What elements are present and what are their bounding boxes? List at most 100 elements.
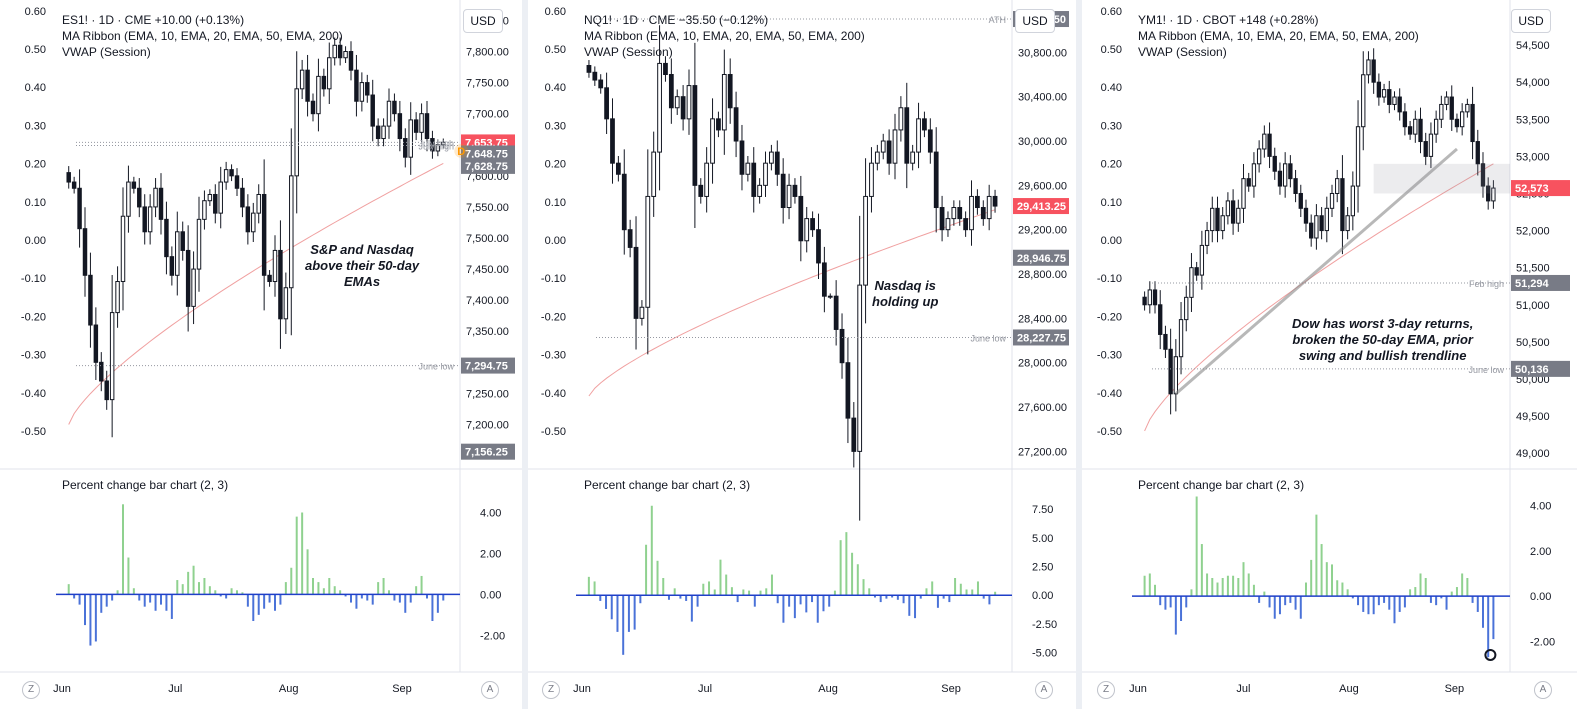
nq-candle <box>627 229 633 248</box>
ym-pct-axis-tick: 4.00 <box>1530 501 1551 513</box>
ym-candle <box>1142 296 1147 306</box>
ym-left-axis-tick: -0.40 <box>1097 388 1122 400</box>
ym-left-axis-tick: 0.30 <box>1101 120 1122 132</box>
nq-left-axis-tick: 0.40 <box>545 82 566 94</box>
es-candle <box>234 175 240 189</box>
nq-candle <box>739 140 745 175</box>
nq-candle <box>727 74 733 109</box>
nq-candle <box>821 262 827 297</box>
ym-ema-line <box>1144 163 1494 432</box>
es-left-axis-tick: 0.40 <box>25 82 46 94</box>
ym-chart-canvas[interactable]: 0.60 0.50 0.40 0.30 0.20 0.10 0.00 -0.10 -0.20 -0… <box>1082 0 1577 709</box>
es-price-tag <box>461 157 515 174</box>
nq-pct-axis-tick: -2.50 <box>1032 619 1057 631</box>
nq-price-tag-label: 28,227.75 <box>1017 332 1066 344</box>
nq-candle <box>710 118 715 164</box>
es-candle <box>142 206 147 233</box>
es-candle <box>126 181 131 217</box>
es-vwap-legend[interactable]: VWAP (Session) <box>62 45 151 59</box>
nq-symbol-legend[interactable]: NQ1! · 1D · CME −35.50 (−0.12%) <box>584 13 769 27</box>
es-candle <box>120 215 126 283</box>
ym-auto-scale-right-button[interactable]: A <box>1534 681 1552 699</box>
nq-auto-scale-left-button[interactable]: Z <box>542 681 560 699</box>
nq-candle <box>951 207 957 220</box>
ym-price-tag <box>1511 360 1570 377</box>
ym-candle <box>1366 59 1371 76</box>
nq-candle <box>586 65 592 73</box>
es-auto-scale-left-button[interactable]: Z <box>22 681 40 699</box>
ym-candle <box>1428 133 1434 157</box>
es-chart-panel[interactable]: 0.60 0.50 0.40 0.30 0.20 0.10 0.00 -0.10 -0.20 -0… <box>0 0 522 709</box>
es-candle <box>256 193 261 214</box>
ym-candle <box>1246 178 1251 187</box>
ym-vwap-legend[interactable]: VWAP (Session) <box>1138 45 1227 59</box>
nq-currency-button[interactable]: USD <box>1015 9 1055 33</box>
ym-left-axis-tick: -0.30 <box>1097 350 1122 362</box>
es-candle <box>223 169 229 183</box>
es-dividend-marker <box>454 143 469 158</box>
es-ma-ribbon-legend[interactable]: MA Ribbon (EMA, 10, EMA, 20, EMA, 50, EM… <box>62 29 343 43</box>
ym-candle <box>1194 267 1199 276</box>
nq-annotation-line-1: Nasdaq is <box>874 278 936 293</box>
nq-candle <box>733 107 739 142</box>
ym-month-label: Sep <box>1445 683 1465 695</box>
es-candle <box>71 181 77 189</box>
nq-candle <box>804 218 810 242</box>
ym-chart-panel[interactable]: 0.60 0.50 0.40 0.30 0.20 0.10 0.00 -0.10 -0.20 -0… <box>1082 0 1577 709</box>
es-chart-canvas[interactable]: 0.60 0.50 0.40 0.30 0.20 0.10 0.00 -0.10 -0.20 -0… <box>0 0 522 709</box>
ym-pct-axis-tick: -2.00 <box>1530 636 1555 648</box>
ym-candle <box>1381 89 1387 98</box>
es-currency-button[interactable]: USD <box>463 9 503 33</box>
es-price-tag <box>461 357 515 374</box>
es-indicator-title[interactable]: Percent change bar chart (2, 3) <box>62 478 229 492</box>
nq-candle <box>863 195 868 286</box>
ym-annotation-line-1: Dow has worst 3-day returns, <box>1292 316 1474 331</box>
nq-month-label: Sep <box>941 683 961 695</box>
es-candle <box>310 100 316 115</box>
es-candle <box>403 138 408 158</box>
ym-left-axis-tick: -0.10 <box>1097 273 1122 285</box>
nq-pct-axis-tick: 2.50 <box>1032 562 1053 574</box>
nq-auto-scale-right-button[interactable]: A <box>1035 681 1053 699</box>
es-candle <box>158 187 164 220</box>
ym-candle <box>1465 103 1470 113</box>
es-candle <box>66 172 71 183</box>
ym-indicator-title[interactable]: Percent change bar chart (2, 3) <box>1138 478 1305 492</box>
es-candle <box>441 141 446 146</box>
ym-price-tag-label: 51,294 <box>1515 278 1550 290</box>
nq-indicator-title[interactable]: Percent change bar chart (2, 3) <box>584 478 751 492</box>
ym-candle <box>1173 356 1179 395</box>
es-symbol-legend[interactable]: ES1! · 1D · CME +10.00 (+0.13%) <box>62 13 245 27</box>
nq-candle <box>716 118 721 131</box>
ym-currency-button[interactable]: USD <box>1511 9 1551 33</box>
nq-candle <box>798 195 804 242</box>
nq-ema-line <box>588 209 996 397</box>
nq-vwap-legend[interactable]: VWAP (Session) <box>584 45 673 59</box>
es-candle <box>397 113 403 140</box>
es-candle <box>180 231 185 251</box>
nq-candle <box>692 85 698 186</box>
es-left-axis-tick: 0.50 <box>25 44 46 56</box>
ym-ma-ribbon-legend[interactable]: MA Ribbon (EMA, 10, EMA, 20, EMA, 50, EM… <box>1138 29 1419 43</box>
es-annotation-line-3: EMAs <box>344 274 381 289</box>
ym-symbol-legend[interactable]: YM1! · 1D · CBOT +148 (+0.28%) <box>1138 13 1319 27</box>
nq-candle <box>786 184 792 209</box>
es-auto-scale-right-button[interactable]: A <box>481 681 499 699</box>
nq-chart-panel[interactable]: 0.60 0.50 0.40 0.30 0.20 0.10 0.00 -0.10 -0.20 -0… <box>528 0 1076 709</box>
es-candle <box>332 44 337 59</box>
nq-candle <box>916 118 921 153</box>
nq-candle <box>610 118 615 164</box>
ym-candle <box>1230 200 1236 224</box>
ym-pct-axis-tick: 0.00 <box>1530 591 1551 603</box>
es-pct-axis-tick: 4.00 <box>480 507 501 519</box>
es-candle <box>343 51 348 59</box>
es-candle <box>93 324 99 363</box>
ym-price-tag-label: 52,573 <box>1515 183 1549 195</box>
es-right-axis-tick: 7,250.00 <box>466 388 509 400</box>
nq-left-axis-tick: -0.30 <box>541 350 566 362</box>
nq-ma-ribbon-legend[interactable]: MA Ribbon (EMA, 10, EMA, 20, EMA, 50, EM… <box>584 29 865 43</box>
nq-price-tag <box>1013 329 1069 346</box>
nq-chart-canvas[interactable]: 0.60 0.50 0.40 0.30 0.20 0.10 0.00 -0.10 -0.20 -0… <box>528 0 1076 709</box>
ym-auto-scale-left-button[interactable]: Z <box>1097 681 1115 699</box>
nq-candle <box>769 151 774 164</box>
